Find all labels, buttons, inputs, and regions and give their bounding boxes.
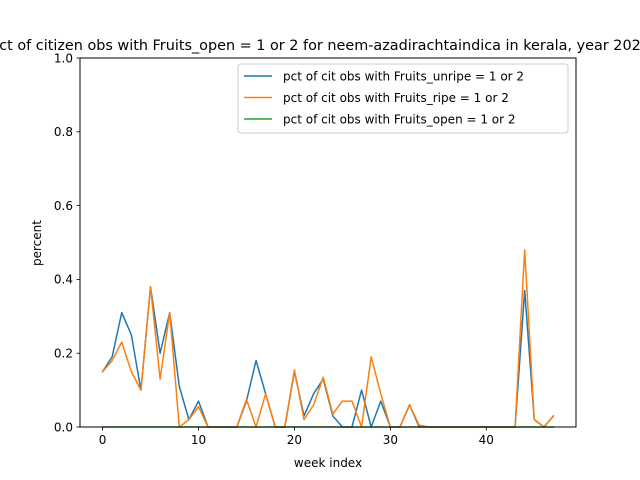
- legend: pct of cit obs with Fruits_unripe = 1 or…: [237, 63, 569, 134]
- x-axis-label: week index: [294, 456, 362, 470]
- y-tick-label: 0.2: [54, 347, 73, 361]
- series-layer: [101, 249, 555, 428]
- y-tick-label: 0.6: [54, 199, 73, 213]
- y-tick-label: 1.0: [54, 51, 73, 65]
- x-tick-label: 10: [191, 433, 206, 447]
- y-tick-label: 0.0: [54, 420, 73, 434]
- x-tick-label: 20: [287, 433, 302, 447]
- y-tick-label: 0.4: [54, 273, 73, 287]
- chart-title: pct of citizen obs with Fruits_open = 1 …: [0, 38, 640, 54]
- x-tick-label: 40: [479, 433, 494, 447]
- y-axis-ticks: 0.0 0.2 0.4 0.6 0.8 1.0: [54, 51, 80, 434]
- plot-frame: [79, 57, 577, 428]
- x-tick-label: 30: [383, 433, 398, 447]
- y-tick-label: 0.8: [54, 125, 73, 139]
- x-tick-label: 0: [99, 433, 107, 447]
- series-line-1: [101, 286, 555, 428]
- y-axis-label: percent: [30, 220, 44, 266]
- legend-items: pct of cit obs with Fruits_unripe = 1 or…: [244, 69, 524, 126]
- legend-label-2: pct of cit obs with Fruits_ripe = 1 or 2: [283, 91, 509, 105]
- legend-frame: [237, 63, 569, 134]
- x-axis-ticks: 0 10 20 30 40: [99, 427, 494, 447]
- legend-label-1: pct of cit obs with Fruits_unripe = 1 or…: [283, 69, 524, 83]
- legend-label-3: pct of cit obs with Fruits_open = 1 or 2: [283, 112, 516, 126]
